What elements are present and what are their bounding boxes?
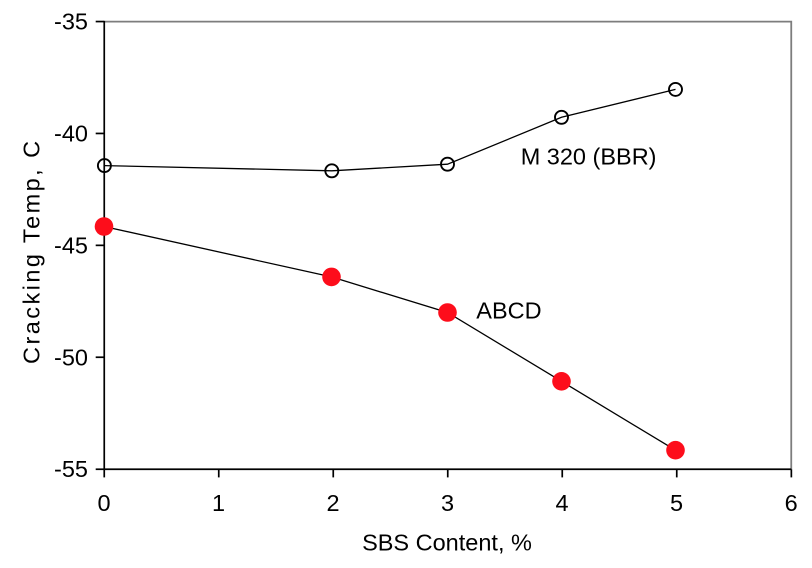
svg-text:Cracking Temp, C: Cracking Temp, C (19, 138, 45, 364)
svg-text:0: 0 (98, 490, 111, 516)
svg-text:SBS Content, %: SBS Content, % (362, 530, 532, 556)
svg-text:-55: -55 (54, 456, 88, 482)
svg-text:-40: -40 (54, 121, 88, 147)
svg-text:5: 5 (670, 490, 683, 516)
svg-text:-45: -45 (54, 232, 88, 258)
svg-text:3: 3 (441, 490, 454, 516)
svg-text:6: 6 (785, 490, 798, 516)
svg-text:2: 2 (327, 490, 340, 516)
svg-text:1: 1 (212, 490, 225, 516)
svg-text:-50: -50 (54, 344, 88, 370)
svg-text:-35: -35 (54, 9, 88, 35)
svg-text:ABCD: ABCD (476, 298, 541, 324)
svg-text:4: 4 (556, 490, 569, 516)
svg-text:M 320 (BBR): M 320 (BBR) (521, 144, 657, 170)
